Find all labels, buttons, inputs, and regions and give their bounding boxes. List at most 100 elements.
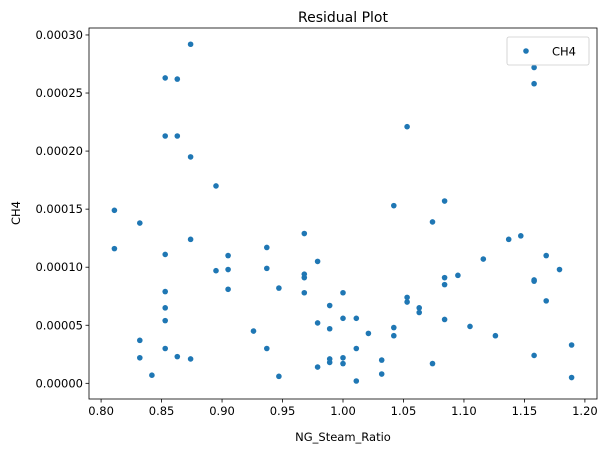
data-point [493, 333, 499, 339]
plot-frame [89, 28, 597, 399]
data-point [391, 333, 397, 339]
data-point [276, 285, 282, 291]
x-axis-label: NG_Steam_Ratio [295, 430, 391, 444]
data-point [301, 290, 307, 296]
data-point [264, 245, 270, 251]
data-point [442, 317, 448, 323]
x-tick-label: 1.05 [391, 404, 417, 418]
data-point [162, 75, 168, 81]
x-tick-label: 0.85 [149, 404, 175, 418]
data-point [543, 298, 549, 304]
chart-title: Residual Plot [298, 10, 388, 26]
data-point [455, 273, 461, 279]
data-point [225, 267, 231, 273]
data-point [366, 331, 372, 337]
data-point [327, 360, 333, 366]
legend: CH4 [507, 37, 589, 65]
data-point [315, 259, 321, 265]
data-point [354, 315, 360, 321]
x-tick-label: 1.20 [572, 404, 598, 418]
data-point [557, 267, 563, 273]
data-point [174, 76, 180, 82]
scatter-points [112, 41, 575, 383]
data-point [430, 361, 436, 367]
x-tick-label: 1.10 [451, 404, 477, 418]
data-point [531, 81, 537, 87]
x-tick-label: 1.00 [330, 404, 356, 418]
data-point [442, 282, 448, 288]
data-point [188, 356, 194, 362]
data-point [391, 325, 397, 331]
data-point [225, 286, 231, 292]
data-point [301, 275, 307, 281]
y-tick-label: 0.00005 [35, 318, 83, 332]
data-point [379, 357, 385, 363]
data-point [481, 256, 487, 262]
data-point [340, 290, 346, 296]
y-tick-label: 0.00030 [35, 28, 83, 42]
data-point [467, 324, 473, 330]
data-point [531, 353, 537, 359]
data-point [264, 346, 270, 352]
data-point [188, 237, 194, 243]
legend-box [507, 37, 589, 65]
x-tick-label: 0.90 [209, 404, 235, 418]
data-point [327, 303, 333, 309]
data-point [188, 154, 194, 160]
data-point [340, 355, 346, 361]
data-point [430, 219, 436, 225]
data-point [213, 268, 219, 274]
data-point [112, 208, 118, 214]
legend-label: CH4 [552, 45, 576, 59]
data-point [251, 328, 257, 334]
data-point [315, 364, 321, 370]
data-point [264, 266, 270, 272]
y-axis: 0.00000 0.00005 0.00010 0.00015 0.00020 0.000… [35, 28, 89, 390]
x-axis: 0.80 0.85 0.90 0.95 1.00 1.05 1.10 1.15 1.20 [88, 399, 597, 418]
data-point [162, 289, 168, 295]
data-point [543, 253, 549, 259]
y-tick-label: 0.00010 [35, 260, 83, 274]
data-point [162, 133, 168, 139]
y-tick-label: 0.00025 [35, 86, 83, 100]
data-point [149, 372, 155, 378]
data-point [518, 233, 524, 239]
y-axis-label: CH4 [9, 201, 23, 225]
x-tick-label: 0.95 [270, 404, 296, 418]
data-point [137, 338, 143, 344]
data-point [379, 371, 385, 377]
data-point [391, 203, 397, 209]
y-tick-label: 0.00020 [35, 144, 83, 158]
data-point [327, 326, 333, 332]
x-tick-label: 0.80 [88, 404, 114, 418]
data-point [213, 183, 219, 189]
data-point [531, 65, 537, 71]
data-point [137, 355, 143, 361]
data-point [354, 378, 360, 384]
data-point [354, 346, 360, 352]
data-point [569, 375, 575, 381]
data-point [404, 124, 410, 130]
data-point [225, 253, 231, 259]
data-point [442, 198, 448, 204]
data-point [174, 133, 180, 139]
data-point [112, 246, 118, 252]
y-tick-label: 0.00000 [35, 376, 83, 390]
x-tick-label: 1.15 [512, 404, 538, 418]
data-point [162, 305, 168, 311]
data-point [162, 346, 168, 352]
data-point [340, 315, 346, 321]
data-point [569, 342, 575, 348]
data-point [315, 320, 321, 326]
data-point [531, 278, 537, 284]
y-tick-label: 0.00015 [35, 202, 83, 216]
legend-marker [523, 48, 529, 54]
data-point [174, 354, 180, 360]
data-point [162, 318, 168, 324]
data-point [416, 310, 422, 316]
data-point [162, 252, 168, 258]
data-point [340, 361, 346, 367]
data-point [137, 220, 143, 226]
data-point [188, 41, 194, 47]
